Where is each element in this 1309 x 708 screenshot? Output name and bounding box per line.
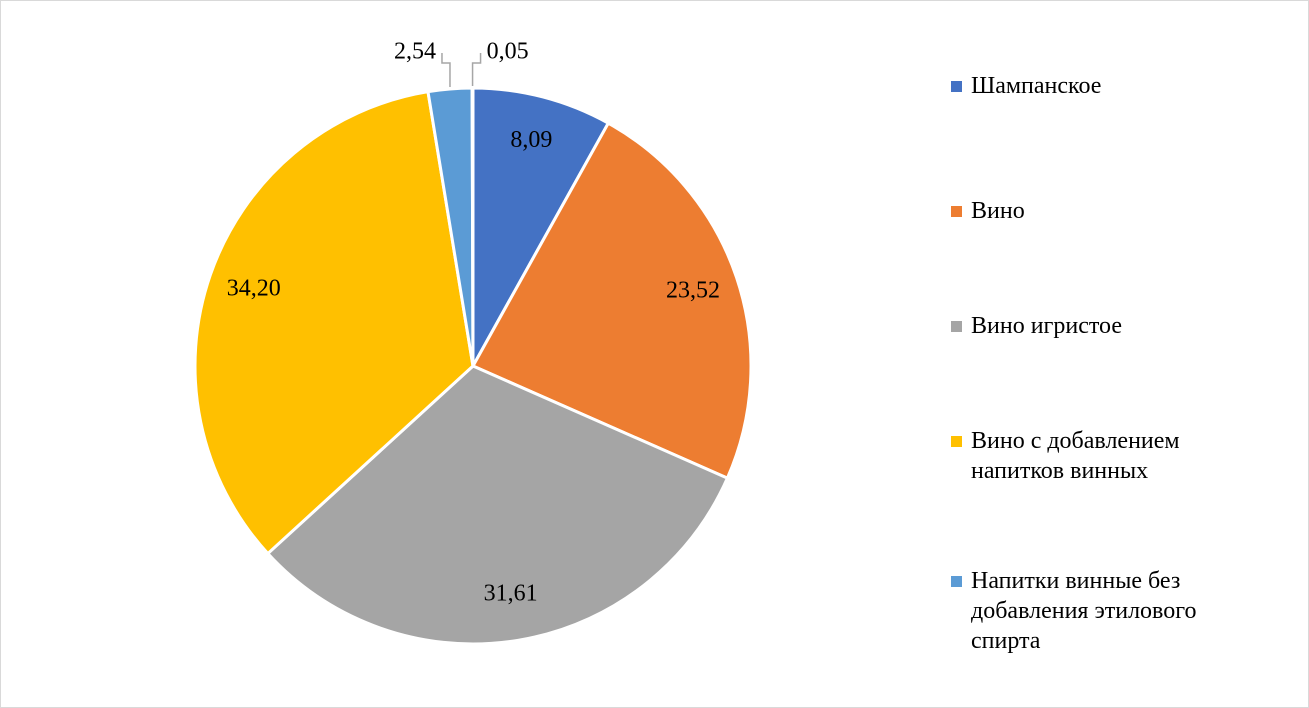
- legend-swatch: [951, 206, 962, 217]
- legend-item: Шампанское: [951, 71, 1271, 101]
- data-label: 0,05: [487, 39, 529, 65]
- legend-label: Вино игристое: [971, 313, 1122, 339]
- data-label: 8,09: [510, 127, 552, 153]
- leader-line: [471, 53, 482, 87]
- legend-swatch: [951, 576, 962, 587]
- legend-swatch: [951, 81, 962, 92]
- legend-label: Вино: [971, 198, 1025, 224]
- pie-slice: [470, 121, 753, 481]
- pie-slice: [471, 86, 611, 372]
- legend-swatch: [951, 321, 962, 332]
- pie-slice: [265, 364, 730, 646]
- legend-item: Вино с добавлением напитков винных: [951, 426, 1271, 486]
- data-label: 31,61: [484, 580, 538, 606]
- legend-item: Вино: [951, 196, 1271, 226]
- legend-label: Вино с добавлением напитков винных: [971, 428, 1180, 484]
- leader-line: [441, 53, 451, 87]
- legend-label: Напитки винные без добавления этилового …: [971, 568, 1197, 654]
- legend-item: Напитки винные без добавления этилового …: [951, 566, 1271, 656]
- legend-item: Вино игристое: [951, 311, 1271, 341]
- pie-slice: [193, 89, 475, 556]
- legend-label: Шампанское: [971, 73, 1102, 99]
- data-label: 23,52: [666, 278, 720, 304]
- pie-slice: [470, 86, 475, 367]
- data-label: 34,20: [227, 275, 281, 301]
- data-label: 2,54: [394, 39, 436, 65]
- legend-swatch: [951, 436, 962, 447]
